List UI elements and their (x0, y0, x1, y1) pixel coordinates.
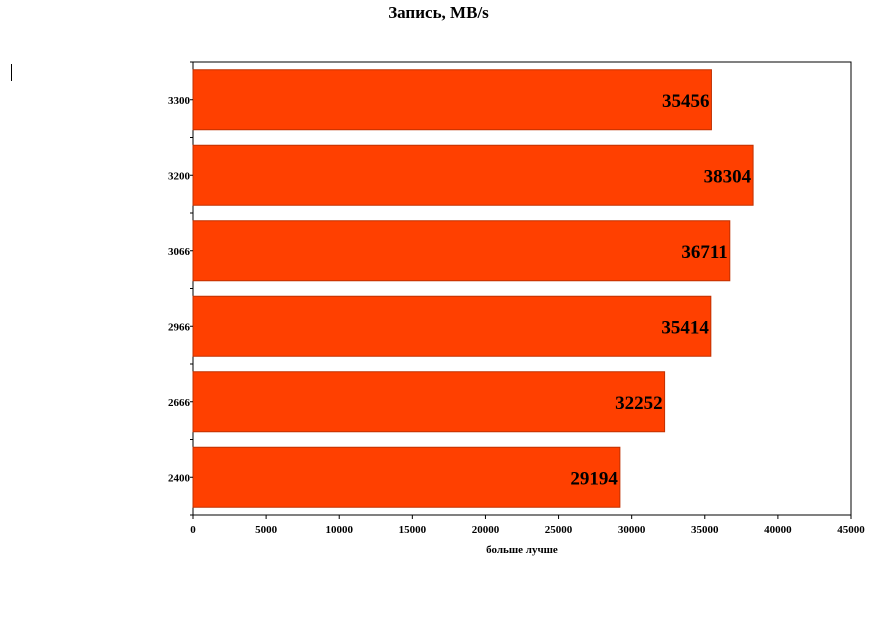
data-label-2400: 29194 (570, 468, 618, 489)
y-tick-label-3200: 3200 (168, 170, 191, 182)
chart-title: Запись, MB/s (388, 3, 489, 22)
data-label-2666: 32252 (615, 393, 663, 414)
y-axis: 3300 3200 3066 2966 2666 2400 (168, 61, 193, 516)
data-label-3300: 35456 (662, 91, 710, 112)
x-tick-label-0: 0 (190, 524, 196, 536)
y-tick-label-2400: 2400 (168, 472, 191, 484)
data-label-3200: 38304 (704, 166, 752, 187)
y-tick-label-2966: 2966 (168, 321, 191, 333)
x-tick-label-35000: 35000 (691, 524, 719, 536)
bar-3066 (192, 220, 731, 282)
x-axis: 0 5000 10000 15000 20000 25000 30000 35000 40000… (190, 515, 865, 536)
x-tick-label-40000: 40000 (764, 524, 792, 536)
x-tick-label-30000: 30000 (618, 524, 646, 536)
x-tick-label-15000: 15000 (399, 524, 427, 536)
x-tick-label-5000: 5000 (255, 524, 278, 536)
x-axis-title: больше лучше (486, 544, 558, 556)
bars-group: 35456 38304 36711 35414 32252 29194 (192, 69, 754, 508)
y-tick-label-3300: 3300 (168, 95, 191, 107)
bar-2966 (192, 295, 712, 357)
bar-3200 (192, 144, 754, 206)
y-tick-label-2666: 2666 (168, 397, 191, 409)
x-tick-label-45000: 45000 (837, 524, 865, 536)
text-cursor (11, 64, 12, 81)
x-tick-label-20000: 20000 (472, 524, 500, 536)
data-label-2966: 35414 (661, 317, 709, 338)
bar-2400 (192, 446, 621, 508)
x-tick-label-25000: 25000 (545, 524, 573, 536)
data-label-3066: 36711 (681, 242, 727, 263)
bar-3300 (192, 69, 712, 131)
bar-2666 (192, 371, 666, 433)
y-tick-label-3066: 3066 (168, 246, 191, 258)
x-tick-label-10000: 10000 (325, 524, 353, 536)
